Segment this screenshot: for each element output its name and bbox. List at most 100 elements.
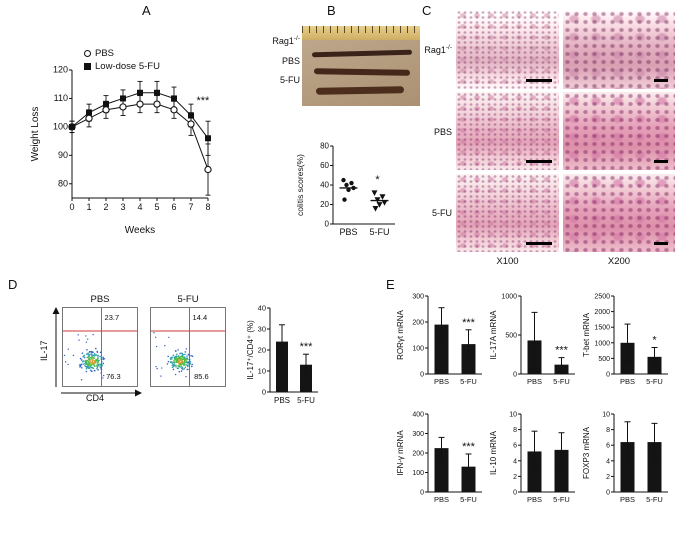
svg-text:14.4: 14.4 [193,313,208,322]
photo-label-rag1: Rag1-/- [262,35,300,46]
histology-5fu-x200 [563,174,675,252]
legend-pbs-label: PBS [95,48,115,59]
row-label-5fu-text: 5-FU [432,208,452,218]
ruler [302,26,420,40]
flow-plot-pbs: 23.7 76.3 [62,307,138,387]
svg-text:0: 0 [606,490,610,497]
svg-text:30: 30 [258,325,266,334]
flow-plot-5fu: 14.4 85.6 [150,307,226,387]
photo-label-rag1-base: Rag1 [272,36,294,46]
histology-pbs-x200 [563,92,675,170]
svg-text:6: 6 [171,202,176,212]
svg-text:0: 0 [513,490,517,497]
il17a-mrna-chart: 0 500 1000 PBS 5-FU IL-17A mRNA *** [489,294,575,386]
svg-text:Weight Loss: Weight Loss [30,107,41,162]
svg-text:3: 3 [120,202,125,212]
colon-photo [302,26,420,106]
svg-text:IL-17⁺/CD4⁺ (%): IL-17⁺/CD4⁺ (%) [246,320,255,380]
svg-text:1000: 1000 [594,340,610,347]
colon-specimen-pbs [313,68,411,76]
svg-text:2500: 2500 [594,294,610,301]
svg-text:*: * [375,174,380,186]
cd4-axis-label: CD4 [86,393,105,403]
svg-text:PBS: PBS [527,377,542,386]
svg-text:8: 8 [205,202,210,212]
svg-text:0: 0 [420,372,424,379]
colon-specimen-rag1 [311,49,413,58]
svg-text:IFN-γ mRNA: IFN-γ mRNA [396,430,405,476]
svg-text:40: 40 [258,304,266,313]
svg-text:110: 110 [54,93,68,103]
svg-text:0: 0 [513,372,517,379]
svg-text:8: 8 [606,427,610,434]
svg-text:1000: 1000 [501,294,517,301]
svg-text:PBS: PBS [527,495,542,504]
svg-text:400: 400 [412,412,424,419]
svg-text:PBS: PBS [274,396,290,405]
panel-a-legend: PBS Low-dose 5-FU [84,47,160,73]
open-circle-marker-icon [84,50,91,57]
svg-text:5: 5 [154,202,159,212]
svg-text:5-FU: 5-FU [370,227,390,237]
svg-text:80: 80 [58,178,68,188]
histology-row-label-5fu: 5-FU [418,208,452,218]
photo-label-5fu-text: 5-FU [280,75,300,85]
svg-text:2: 2 [606,474,610,481]
svg-text:23.7: 23.7 [105,313,120,322]
panel-d-label: D [8,277,18,292]
svg-text:300: 300 [412,431,424,438]
row-label-pbs-text: PBS [433,127,452,137]
svg-text:colitis scores(%): colitis scores(%) [295,154,305,216]
svg-text:FOXP3 mRNA: FOXP3 mRNA [582,426,591,479]
scale-bar [526,160,552,163]
svg-text:10: 10 [258,367,266,376]
svg-text:200: 200 [412,451,424,458]
svg-text:***: *** [300,341,314,353]
histology-rag1-x200 [563,10,675,89]
svg-text:PBS: PBS [339,227,357,237]
svg-text:5-FU: 5-FU [553,377,570,386]
svg-text:500: 500 [598,356,610,363]
svg-text:100: 100 [53,121,68,131]
svg-text:PBS: PBS [620,377,635,386]
svg-text:2: 2 [103,202,108,212]
svg-text:***: *** [462,441,476,453]
row-label-rag1-sup: -/- [445,44,452,51]
svg-text:6: 6 [513,443,517,450]
svg-text:PBS: PBS [620,495,635,504]
svg-text:4: 4 [137,202,142,212]
svg-text:5-FU: 5-FU [460,377,477,386]
photo-label-rag1-sup: -/- [293,35,300,42]
scale-bar [654,79,668,82]
svg-text:0: 0 [606,372,610,379]
scale-bar [526,79,552,82]
il17-cd4-bar-chart: 0 10 20 30 40 PBS 5-FU IL-17⁺/CD4⁺ (%) *** [246,304,318,405]
svg-text:90: 90 [58,150,68,160]
photo-label-pbs-text: PBS [281,56,300,66]
svg-text:100: 100 [412,470,424,477]
row-label-rag1-base: Rag1 [424,45,446,55]
svg-text:PBS: PBS [434,495,449,504]
flow-title-5fu: 5-FU [177,294,199,305]
svg-text:76.3: 76.3 [106,372,121,381]
roryt-mrna-chart: 0 100 200 300 PBS 5-FU RORγt mRNA *** [396,294,482,386]
photo-label-pbs: PBS [272,56,300,66]
histology-row-label-pbs: PBS [420,127,452,137]
svg-text:4: 4 [513,458,517,465]
svg-text:300: 300 [412,294,424,301]
il17-axis-arrow-icon [52,307,60,387]
svg-text:5-FU: 5-FU [646,495,663,504]
weight-loss-chart: 80 90 100 110 120 0 1 2 3 4 5 6 7 8 Weight Loss Weeks **… [30,65,212,236]
svg-text:5-FU: 5-FU [297,396,315,405]
foxp3-mrna-chart: 0 2 4 6 8 10 PBS 5-FU FOXP3 mRNA [582,412,668,504]
legend-item-5fu: Low-dose 5-FU [84,60,160,73]
svg-text:100: 100 [412,346,424,353]
histology-5fu-x100 [456,174,559,252]
panel-e-label: E [386,277,395,292]
svg-text:10: 10 [509,412,517,419]
filled-square-marker-icon [84,63,91,70]
magnification-label-x200: X200 [607,256,631,267]
svg-text:20: 20 [320,200,329,209]
svg-text:2: 2 [513,474,517,481]
